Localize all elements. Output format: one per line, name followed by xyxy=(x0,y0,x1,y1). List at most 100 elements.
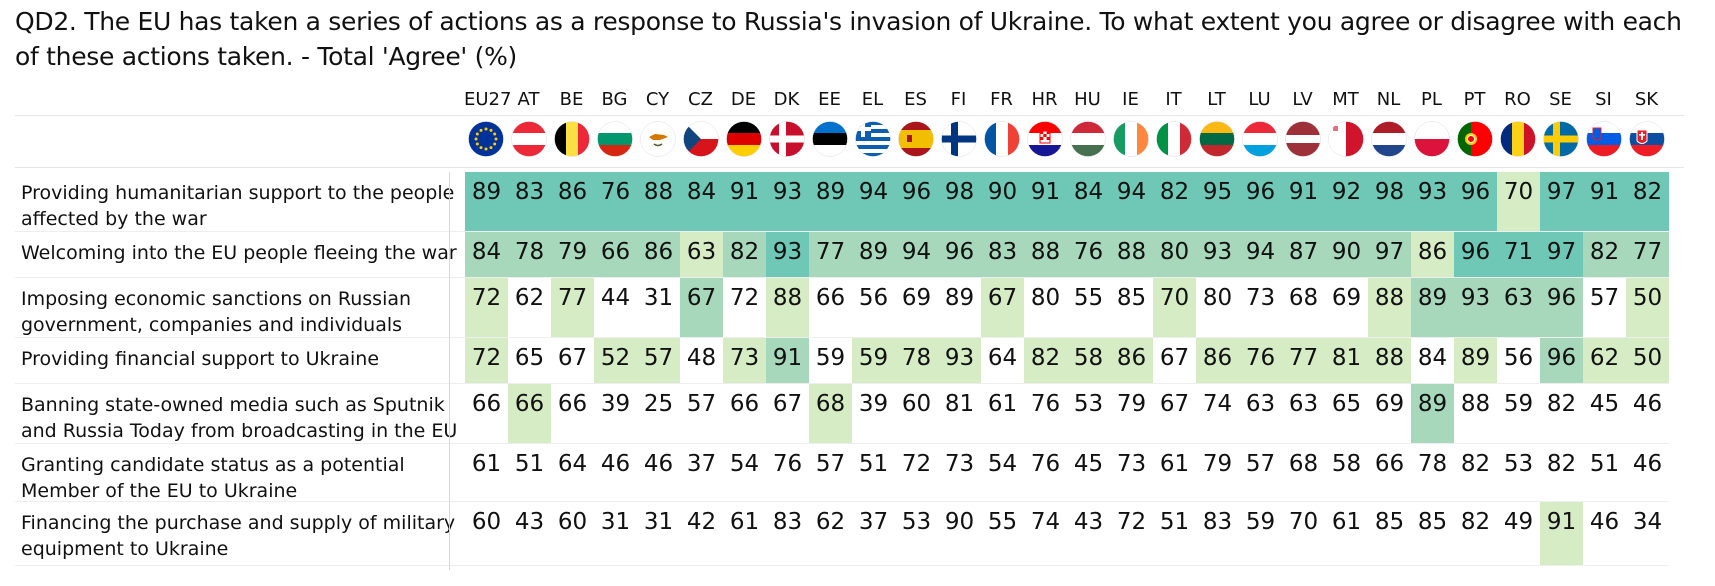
value-cell-es: 69 xyxy=(895,278,938,338)
value-cell-mt: 90 xyxy=(1325,232,1368,278)
value-cell-mt: 61 xyxy=(1325,502,1368,566)
row-label: Imposing economic sanctions on Russian g… xyxy=(21,288,412,336)
value-cell-dk: 67 xyxy=(766,384,809,444)
value-cell-fi: 73 xyxy=(938,444,981,502)
value-cell-dk: 83 xyxy=(766,502,809,566)
flag-ee-icon xyxy=(808,118,851,160)
row-divider xyxy=(15,337,1669,338)
value-cell-nl: 88 xyxy=(1368,278,1411,338)
value-cell-at: 51 xyxy=(508,444,551,502)
flag-si-icon xyxy=(1582,118,1625,160)
value-cell-ie: 79 xyxy=(1110,384,1153,444)
value-cell-sk: 50 xyxy=(1626,278,1669,338)
row-label: Providing financial support to Ukraine xyxy=(21,348,380,370)
country-code-hu: HU xyxy=(1074,89,1101,110)
value-cell-ro: 49 xyxy=(1497,502,1540,566)
country-code-ee: EE xyxy=(818,89,841,110)
value-cell-eu27: 66 xyxy=(465,384,508,444)
flag-sk-icon xyxy=(1625,118,1668,160)
country-code-pl: PL xyxy=(1421,89,1442,110)
value-cell-sk: 82 xyxy=(1626,172,1669,232)
value-cell-hr: 82 xyxy=(1024,338,1067,384)
value-cell-ee: 57 xyxy=(809,444,852,502)
row-label: Providing humanitarian support to the pe… xyxy=(21,182,455,230)
country-code-nl: NL xyxy=(1376,89,1401,110)
value-cell-it: 67 xyxy=(1153,384,1196,444)
value-cell-hu: 84 xyxy=(1067,172,1110,232)
country-code-it: IT xyxy=(1165,89,1182,110)
value-cell-hu: 53 xyxy=(1067,384,1110,444)
value-cell-dk: 88 xyxy=(766,278,809,338)
value-cell-el: 37 xyxy=(852,502,895,566)
value-cell-cz: 48 xyxy=(680,338,723,384)
value-cell-de: 91 xyxy=(723,172,766,232)
value-cell-hr: 88 xyxy=(1024,232,1067,278)
value-cell-lu: 57 xyxy=(1239,444,1282,502)
value-cell-lv: 63 xyxy=(1282,384,1325,444)
value-cell-lu: 59 xyxy=(1239,502,1282,566)
flag-lv-icon xyxy=(1281,118,1324,160)
flag-fr-icon xyxy=(980,118,1023,160)
value-cell-cy: 57 xyxy=(637,338,680,384)
value-cell-dk: 91 xyxy=(766,338,809,384)
flag-hu-icon xyxy=(1066,118,1109,160)
country-code-cy: CY xyxy=(645,89,670,110)
value-cell-fr: 67 xyxy=(981,278,1024,338)
table-row: Providing financial support to Ukraine 72… xyxy=(15,338,1685,384)
value-cell-ee: 62 xyxy=(809,502,852,566)
value-cell-ee: 89 xyxy=(809,172,852,232)
value-cell-ie: 86 xyxy=(1110,338,1153,384)
value-cell-ro: 59 xyxy=(1497,384,1540,444)
flag-ro-icon xyxy=(1496,118,1539,160)
value-cell-lt: 93 xyxy=(1196,232,1239,278)
value-cell-fr: 54 xyxy=(981,444,1024,502)
value-cell-be: 67 xyxy=(551,338,594,384)
value-cell-pt: 89 xyxy=(1454,338,1497,384)
value-cell-si: 62 xyxy=(1583,338,1626,384)
table-row: Imposing economic sanctions on Russian g… xyxy=(15,278,1685,338)
flag-lt-icon xyxy=(1195,118,1238,160)
value-cell-ee: 59 xyxy=(809,338,852,384)
flag-es-icon xyxy=(894,118,937,160)
country-code-cz: CZ xyxy=(688,89,713,110)
value-cell-it: 82 xyxy=(1153,172,1196,232)
flag-it-icon xyxy=(1152,118,1195,160)
value-cell-at: 43 xyxy=(508,502,551,566)
value-cell-cy: 31 xyxy=(637,502,680,566)
country-code-fi: FI xyxy=(950,89,967,110)
flag-eu27-icon xyxy=(464,118,507,160)
flag-de-icon xyxy=(722,118,765,160)
flag-at-icon xyxy=(507,118,550,160)
value-cell-lv: 68 xyxy=(1282,444,1325,502)
value-cell-bg: 66 xyxy=(594,232,637,278)
value-cell-nl: 98 xyxy=(1368,172,1411,232)
value-cell-be: 77 xyxy=(551,278,594,338)
flag-pl-icon xyxy=(1410,118,1453,160)
flag-pt-icon xyxy=(1453,118,1496,160)
value-cell-pt: 96 xyxy=(1454,172,1497,232)
value-cell-pl: 89 xyxy=(1411,384,1454,444)
value-cell-ie: 72 xyxy=(1110,502,1153,566)
row-divider xyxy=(15,277,1669,278)
value-cell-hu: 58 xyxy=(1067,338,1110,384)
value-cell-hu: 45 xyxy=(1067,444,1110,502)
value-cell-fi: 98 xyxy=(938,172,981,232)
value-cell-fi: 81 xyxy=(938,384,981,444)
value-cell-dk: 93 xyxy=(766,232,809,278)
value-cell-lv: 87 xyxy=(1282,232,1325,278)
value-cell-it: 70 xyxy=(1153,278,1196,338)
value-cell-se: 82 xyxy=(1540,384,1583,444)
country-code-lv: LV xyxy=(1292,89,1313,110)
value-cell-se: 82 xyxy=(1540,444,1583,502)
value-cell-el: 59 xyxy=(852,338,895,384)
value-cell-lt: 80 xyxy=(1196,278,1239,338)
flag-nl-icon xyxy=(1367,118,1410,160)
flag-cz-icon xyxy=(679,118,722,160)
value-cell-eu27: 89 xyxy=(465,172,508,232)
value-cell-pt: 82 xyxy=(1454,502,1497,566)
value-cell-dk: 76 xyxy=(766,444,809,502)
value-cell-es: 78 xyxy=(895,338,938,384)
value-cell-se: 96 xyxy=(1540,338,1583,384)
value-cell-lt: 95 xyxy=(1196,172,1239,232)
row-label: Welcoming into the EU people fleeing the… xyxy=(21,242,457,264)
